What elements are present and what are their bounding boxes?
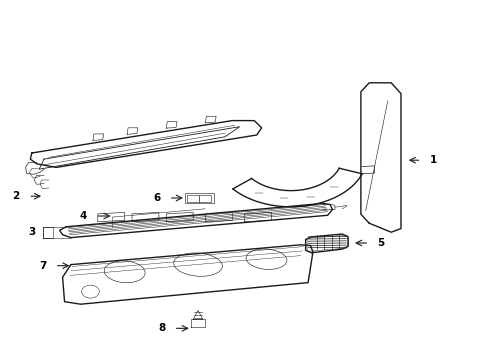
Bar — [184, 193, 214, 203]
Circle shape — [81, 285, 99, 298]
Text: 2: 2 — [12, 191, 20, 201]
Bar — [198, 195, 211, 202]
Text: 3: 3 — [28, 227, 35, 237]
Ellipse shape — [245, 249, 286, 269]
Text: 4: 4 — [80, 211, 87, 221]
Text: 5: 5 — [377, 238, 384, 248]
Text: 7: 7 — [39, 261, 46, 271]
Text: 1: 1 — [428, 155, 436, 165]
Bar — [186, 195, 199, 202]
Text: 6: 6 — [153, 193, 160, 203]
Text: 8: 8 — [158, 323, 165, 333]
Ellipse shape — [173, 253, 222, 276]
Ellipse shape — [104, 261, 145, 283]
